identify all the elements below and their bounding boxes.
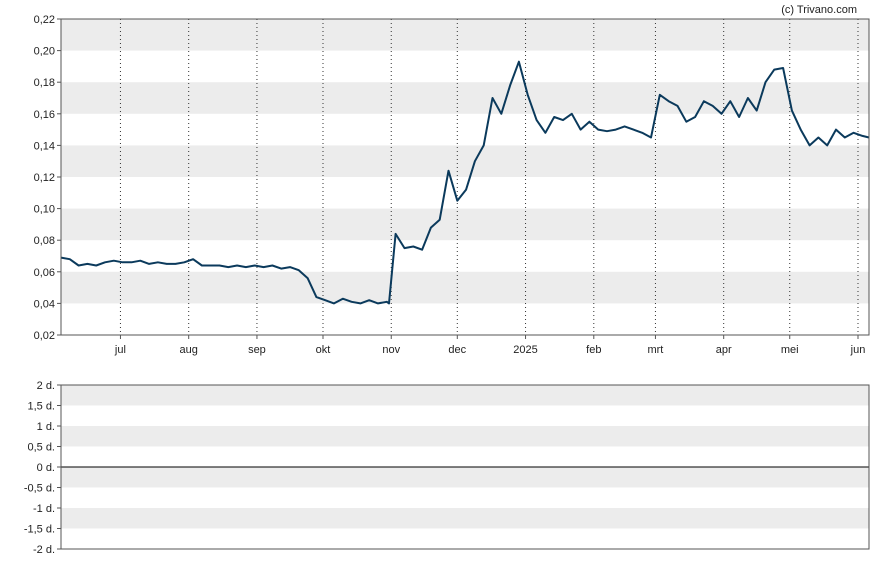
sub-y-tick-label: 1 d. <box>37 421 55 433</box>
x-tick-label: jun <box>850 344 866 356</box>
main-y-axis: 0,02 0,04 0,06 0,08 0,10 0,12 0,14 0,16 0,18 0,20… <box>34 14 61 342</box>
x-tick-label: 2025 <box>513 344 537 356</box>
price-chart: 0,02 0,04 0,06 0,08 0,10 0,12 0,14 0,16 0,18 0,20… <box>34 14 870 356</box>
sub-grid-band <box>61 467 869 488</box>
x-tick-label: okt <box>316 344 331 356</box>
sub-y-tick-label: -1 d. <box>33 503 55 515</box>
x-tick-label: nov <box>382 344 400 356</box>
sub-y-tick-label: 1,5 d. <box>27 401 55 413</box>
volume-chart: 2 d. 1,5 d. 1 d. 0,5 d. 0 d. -0,5 d. -1 d. -1,5… <box>24 380 870 556</box>
price-line <box>60 60 870 305</box>
x-tick-label: jul <box>114 344 126 356</box>
credit-text: (c) Trivano.com <box>781 4 857 16</box>
y-tick-label: 0,12 <box>34 172 55 184</box>
sub-grid-band <box>61 508 869 529</box>
y-tick-label: 0,10 <box>34 204 55 216</box>
x-tick-label: aug <box>180 344 198 356</box>
x-tick-label: sep <box>248 344 266 356</box>
y-tick-label: 0,08 <box>34 235 55 247</box>
sub-y-tick-label: -2 d. <box>33 544 55 556</box>
main-month-gridlines <box>119 19 859 335</box>
y-tick-label: 0,20 <box>34 46 55 58</box>
main-grid-band <box>61 208 869 241</box>
sub-y-axis: 2 d. 1,5 d. 1 d. 0,5 d. 0 d. -0,5 d. -1 d. -1,5… <box>24 380 61 556</box>
main-plot-frame <box>60 18 870 336</box>
main-grid-band <box>61 19 869 51</box>
y-tick-label: 0,16 <box>34 109 55 121</box>
y-tick-label: 0,18 <box>34 77 55 89</box>
sub-y-tick-label: 0 d. <box>37 462 55 474</box>
y-tick-label: 0,22 <box>34 14 55 26</box>
sub-grid-bands <box>61 385 869 529</box>
x-tick-label: apr <box>716 344 732 356</box>
sub-grid-band <box>61 426 869 447</box>
y-tick-label: 0,02 <box>34 330 55 342</box>
x-tick-label: feb <box>586 344 601 356</box>
main-grid-band <box>61 271 869 304</box>
sub-y-tick-label: -0,5 d. <box>24 483 55 495</box>
x-tick-label: mrt <box>647 344 663 356</box>
main-x-axis: jul aug sep okt nov dec 2025 feb mrt apr mei jun <box>114 335 865 356</box>
x-tick-label: mei <box>781 344 799 356</box>
sub-y-tick-label: -1,5 d. <box>24 524 55 536</box>
main-grid-band <box>61 145 869 177</box>
y-tick-label: 0,06 <box>34 267 55 279</box>
main-grid-bands <box>61 19 869 304</box>
sub-y-tick-label: 0,5 d. <box>27 442 55 454</box>
sub-y-tick-label: 2 d. <box>37 380 55 392</box>
y-tick-label: 0,14 <box>34 140 55 152</box>
sub-grid-band <box>61 385 869 406</box>
y-tick-label: 0,04 <box>34 298 55 310</box>
x-tick-label: dec <box>448 344 466 356</box>
sub-plot-frame <box>60 384 870 550</box>
